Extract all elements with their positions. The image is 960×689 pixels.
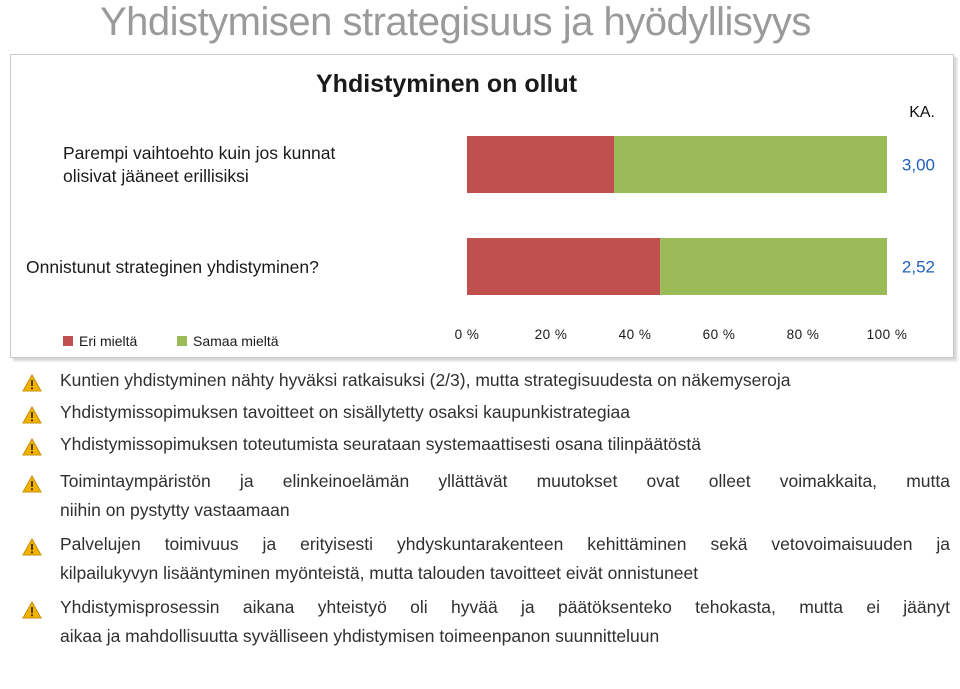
x-tick-label: 20 %	[535, 327, 568, 342]
bullet-text-line: Yhdistymisprosessin aikana yhteistyö oli…	[60, 597, 950, 617]
bullet-text-line: niihin on pystytty vastaamaan	[60, 500, 290, 520]
slide-title: Yhdistymisen strategisuus ja hyödyllisyy…	[100, 0, 811, 44]
category-label-2: Onnistunut strateginen yhdistyminen?	[26, 257, 319, 277]
legend-label-2: Samaa mieltä	[193, 333, 279, 349]
warning-icon	[22, 536, 42, 556]
bullet-text-line: aikaa ja mahdollisuutta syvälliseen yhdi…	[60, 626, 660, 646]
bar-eri-mielta-1	[467, 136, 614, 193]
ka-header: KA.	[909, 104, 935, 121]
x-tick-label: 100 %	[867, 327, 908, 342]
bar-eri-mielta-2	[467, 238, 661, 295]
x-tick-label: 60 %	[703, 327, 736, 342]
bullet-text-line: Yhdistymissopimuksen tavoitteet on sisäl…	[60, 402, 630, 422]
warning-icon	[22, 473, 42, 493]
category-label-1: Parempi vaihtoehto kuin jos kunnat	[63, 143, 336, 163]
warning-icon	[22, 404, 42, 424]
ka-value-1: 3,00	[902, 156, 935, 175]
bullet-text-line: Toimintaympäristön ja elinkeinoelämän yl…	[60, 471, 950, 491]
x-tick-label: 0 %	[455, 327, 480, 342]
warning-icon	[22, 436, 42, 456]
legend-label-1: Eri mieltä	[79, 333, 138, 349]
warning-icon	[22, 599, 42, 619]
chart-canvas: Yhdistyminen on ollut KA. Parempi vaihtoeh…	[26, 70, 935, 349]
category-label-1: olisivat jääneet erillisiksi	[63, 166, 249, 186]
bar-samaa-mielta-1	[614, 136, 887, 193]
bullet-text-line: kilpailukyvyn lisääntyminen myönteistä, …	[60, 563, 699, 583]
stacked-bar-chart: Yhdistyminen on ollut KA. Parempi vaihtoeh…	[10, 54, 954, 358]
bullet-text-line: Palvelujen toimivuus ja erityisesti yhdy…	[60, 534, 950, 554]
x-tick-label: 80 %	[787, 327, 820, 342]
bullet-text-line: Yhdistymissopimuksen toteutumista seurat…	[60, 434, 702, 454]
bar-samaa-mielta-2	[660, 238, 887, 295]
ka-value-2: 2,52	[902, 258, 935, 277]
legend-swatch-1	[63, 336, 73, 346]
legend-swatch-2	[177, 336, 187, 346]
warning-icon	[22, 372, 42, 392]
bullet-text-line: Kuntien yhdistyminen nähty hyväksi ratka…	[60, 370, 791, 390]
x-tick-label: 40 %	[619, 327, 652, 342]
chart-title: Yhdistyminen on ollut	[316, 70, 578, 98]
